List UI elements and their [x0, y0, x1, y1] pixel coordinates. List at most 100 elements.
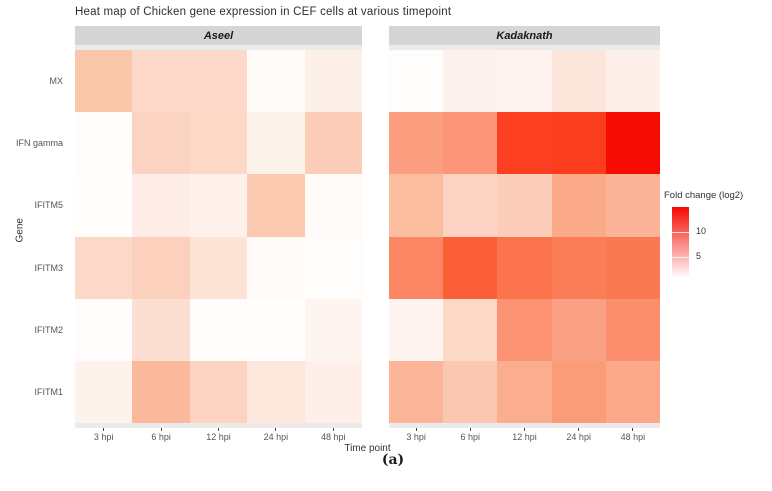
heatmap-cell-aseel-mx-12-hpi	[189, 50, 248, 113]
heatmap-cell-kadaknath-ifitm5-24-hpi	[551, 174, 606, 237]
x-axis-tick-label-aseel-6-hpi: 6 hpi	[151, 432, 171, 442]
heatmap-cell-aseel-ifitm2-12-hpi	[189, 298, 248, 361]
y-axis-label-row: IFN gamma	[0, 112, 70, 174]
heatmap-cell-aseel-mx-3-hpi	[75, 50, 133, 113]
x-axis-tick-label-kadaknath-12-hpi: 12 hpi	[512, 432, 537, 442]
heatmap-cell-aseel-ifitm5-24-hpi	[247, 174, 305, 237]
heatmap-cell-aseel-ifn-gamma-12-hpi	[189, 112, 248, 175]
x-axis-tick	[160, 428, 162, 431]
heatmap-cell-kadaknath-ifn-gamma-3-hpi	[389, 112, 444, 175]
facet-strip-label-aseel: Aseel	[203, 29, 234, 42]
heatmap-cell-kadaknath-ifitm3-48-hpi	[605, 236, 660, 299]
heatmap-cell-aseel-ifitm1-48-hpi	[304, 360, 362, 423]
heatmap-cell-aseel-ifitm3-3-hpi	[75, 236, 133, 299]
x-axis-ticks-aseel	[75, 428, 362, 432]
heatmap-cell-kadaknath-ifitm3-6-hpi	[443, 236, 498, 299]
heatmap-cell-aseel-ifn-gamma-3-hpi	[75, 112, 133, 175]
heatmap-cell-kadaknath-ifitm3-12-hpi	[497, 236, 552, 299]
x-axis-tick	[415, 428, 417, 431]
heatmap-tiles-aseel	[75, 50, 362, 423]
heatmap-cell-aseel-ifitm3-24-hpi	[247, 236, 305, 299]
heatmap-cell-kadaknath-ifitm1-24-hpi	[551, 360, 606, 423]
heatmap-cell-aseel-ifitm3-6-hpi	[132, 236, 190, 299]
heatmap-cell-aseel-ifn-gamma-6-hpi	[132, 112, 190, 175]
x-axis-tick-label-aseel-24-hpi: 24 hpi	[263, 432, 289, 442]
heatmap-cell-kadaknath-ifitm2-3-hpi	[389, 298, 444, 361]
y-axis-tick-label-mx: MX	[49, 76, 64, 87]
facet-strip-aseel: Aseel	[75, 26, 362, 45]
y-axis-labels: MX IFN gamma IFITM5 IFITM3 IFITM2 IFITM1	[0, 50, 70, 423]
legend-title: Fold change (log2)	[664, 190, 744, 201]
heatmap-cell-kadaknath-mx-24-hpi	[551, 50, 606, 113]
heatmap-cell-kadaknath-ifitm1-3-hpi	[389, 360, 444, 423]
x-axis-tick-label-aseel-3-hpi: 3 hpi	[93, 432, 114, 442]
heatmap-cell-aseel-ifitm2-3-hpi	[75, 298, 133, 361]
heatmap-cell-kadaknath-mx-6-hpi	[443, 50, 498, 113]
y-axis-label-row: IFITM3	[0, 237, 70, 299]
legend-tick-label-10: 10	[696, 226, 707, 236]
heatmap-cell-aseel-ifitm2-6-hpi	[132, 298, 190, 361]
heatmap-cell-kadaknath-ifn-gamma-48-hpi	[605, 112, 660, 175]
y-axis-tick-label-ifitm5: IFITM5	[34, 200, 64, 211]
heatmap-cell-aseel-ifitm5-48-hpi	[304, 174, 362, 237]
heatmap-tiles-kadaknath	[389, 50, 660, 423]
heatmap-cell-kadaknath-ifitm3-3-hpi	[389, 236, 444, 299]
heatmap-cell-kadaknath-mx-3-hpi	[389, 50, 444, 113]
heatmap-cell-kadaknath-ifitm2-24-hpi	[551, 298, 606, 361]
heatmap-panel-kadaknath	[389, 45, 660, 428]
heatmap-cell-aseel-ifn-gamma-24-hpi	[247, 112, 305, 175]
heatmap-cell-kadaknath-ifn-gamma-24-hpi	[551, 112, 606, 175]
legend-gradient-bar	[672, 207, 689, 278]
facet-strip-label-kadaknath: Kadaknath	[496, 29, 553, 42]
x-axis-tick	[332, 428, 334, 431]
heatmap-panel-aseel	[75, 45, 362, 428]
x-axis-tick-label-kadaknath-6-hpi: 6 hpi	[460, 432, 481, 442]
heatmap-cell-aseel-ifitm1-12-hpi	[189, 360, 248, 423]
heatmap-cell-kadaknath-ifitm1-48-hpi	[605, 360, 660, 423]
heatmap-cell-aseel-ifitm5-3-hpi	[75, 174, 133, 237]
heatmap-cell-kadaknath-mx-48-hpi	[605, 50, 660, 113]
legend-bar-tick-10	[672, 232, 689, 233]
y-axis-title: Gene	[14, 218, 26, 243]
x-axis-tick	[275, 428, 277, 431]
x-axis-tick-label-kadaknath-24-hpi: 24 hpi	[566, 432, 591, 442]
y-axis-tick-label-ifitm3: IFITM3	[34, 262, 64, 273]
x-axis-tick-label-aseel-12-hpi: 12 hpi	[206, 432, 231, 442]
legend-tick-label-5: 5	[696, 251, 702, 261]
heatmap-cell-kadaknath-ifitm2-12-hpi	[497, 298, 552, 361]
heatmap-cell-kadaknath-ifitm2-6-hpi	[443, 298, 498, 361]
heatmap-cell-kadaknath-ifitm1-6-hpi	[443, 360, 498, 423]
y-axis-tick-label-ifn-gamma: IFN gamma	[15, 138, 63, 149]
y-axis-label-row: IFITM2	[0, 299, 70, 361]
heatmap-cell-aseel-ifitm5-12-hpi	[189, 174, 248, 237]
heatmap-cell-kadaknath-ifitm5-6-hpi	[443, 174, 498, 237]
x-axis-tick	[469, 428, 471, 431]
x-axis-labels-kadaknath: 3 hpi 6 hpi 12 hpi 24 hpi 48 hpi	[389, 432, 660, 444]
x-axis-tick	[218, 428, 219, 431]
y-axis-label-row: MX	[0, 50, 70, 112]
heatmap-cell-kadaknath-mx-12-hpi	[497, 50, 552, 113]
heatmap-cell-aseel-mx-24-hpi	[247, 50, 305, 113]
heatmap-cell-aseel-mx-48-hpi	[304, 50, 362, 113]
heatmap-cell-aseel-ifitm1-3-hpi	[75, 360, 133, 423]
heatmap-cell-kadaknath-ifn-gamma-6-hpi	[443, 112, 498, 175]
heatmap-cell-aseel-ifitm2-48-hpi	[304, 298, 362, 361]
heatmap-cell-aseel-ifitm1-24-hpi	[247, 360, 305, 423]
x-axis-tick-label-kadaknath-3-hpi: 3 hpi	[406, 432, 426, 442]
facet-strip-kadaknath: Kadaknath	[389, 26, 660, 45]
heatmap-cell-kadaknath-ifitm2-48-hpi	[605, 298, 660, 361]
chart-title: Heat map of Chicken gene expression in C…	[75, 6, 452, 18]
heatmap-cell-aseel-ifitm3-48-hpi	[304, 236, 362, 299]
x-axis-title: Time point	[344, 443, 391, 454]
heatmap-cell-kadaknath-ifn-gamma-12-hpi	[497, 112, 552, 175]
x-axis-tick-label-kadaknath-48-hpi: 48 hpi	[620, 432, 646, 442]
x-axis-ticks-kadaknath	[389, 428, 660, 432]
heatmap-cell-kadaknath-ifitm5-12-hpi	[497, 174, 552, 237]
x-axis-tick	[632, 428, 634, 431]
heatmap-cell-kadaknath-ifitm5-3-hpi	[389, 174, 444, 237]
x-axis-labels-aseel: 3 hpi 6 hpi 12 hpi 24 hpi 48 hpi	[75, 432, 362, 444]
heatmap-cell-aseel-ifitm5-6-hpi	[132, 174, 190, 237]
x-axis-tick	[578, 428, 580, 431]
heatmap-cell-aseel-mx-6-hpi	[132, 50, 190, 113]
